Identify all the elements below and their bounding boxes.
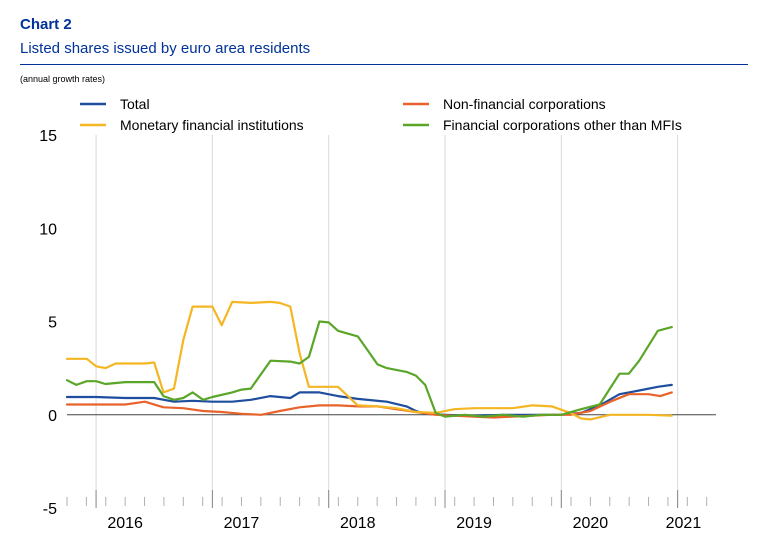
x-year-label: 2020 xyxy=(573,515,609,532)
x-year-label: 2018 xyxy=(340,515,376,532)
legend: Total Monetary financial institutions Non-… xyxy=(80,96,682,133)
grid xyxy=(67,135,716,508)
chart-number: Chart 2 xyxy=(20,16,72,33)
y-axis: -5 0 5 10 15 xyxy=(39,128,57,518)
legend-label-mfi: Monetary financial institutions xyxy=(120,117,304,133)
legend-label-total: Total xyxy=(120,96,150,112)
y-tick-label: 10 xyxy=(39,221,57,238)
y-tick-label: -5 xyxy=(43,501,57,518)
x-year-label: 2016 xyxy=(107,515,143,532)
x-year-label: 2021 xyxy=(666,515,702,532)
y-tick-label: 0 xyxy=(48,408,57,425)
series-line-total xyxy=(65,383,673,417)
series-lines xyxy=(65,300,673,421)
series-line-mfi xyxy=(65,300,673,421)
legend-label-nfc: Non-financial corporations xyxy=(443,96,606,112)
x-axis: 2016 2017 2018 2019 2020 2021 xyxy=(66,490,708,532)
series-line-ofc xyxy=(65,320,673,418)
x-year-label: 2017 xyxy=(224,515,260,532)
title-rule xyxy=(20,64,748,65)
chart-title: Listed shares issued by euro area reside… xyxy=(20,40,311,57)
x-year-label: 2019 xyxy=(456,515,492,532)
chart-subtitle: (annual growth rates) xyxy=(20,74,106,84)
y-tick-label: 5 xyxy=(48,315,57,332)
legend-label-ofc: Financial corporations other than MFIs xyxy=(443,117,682,133)
y-tick-label: 15 xyxy=(39,128,57,145)
